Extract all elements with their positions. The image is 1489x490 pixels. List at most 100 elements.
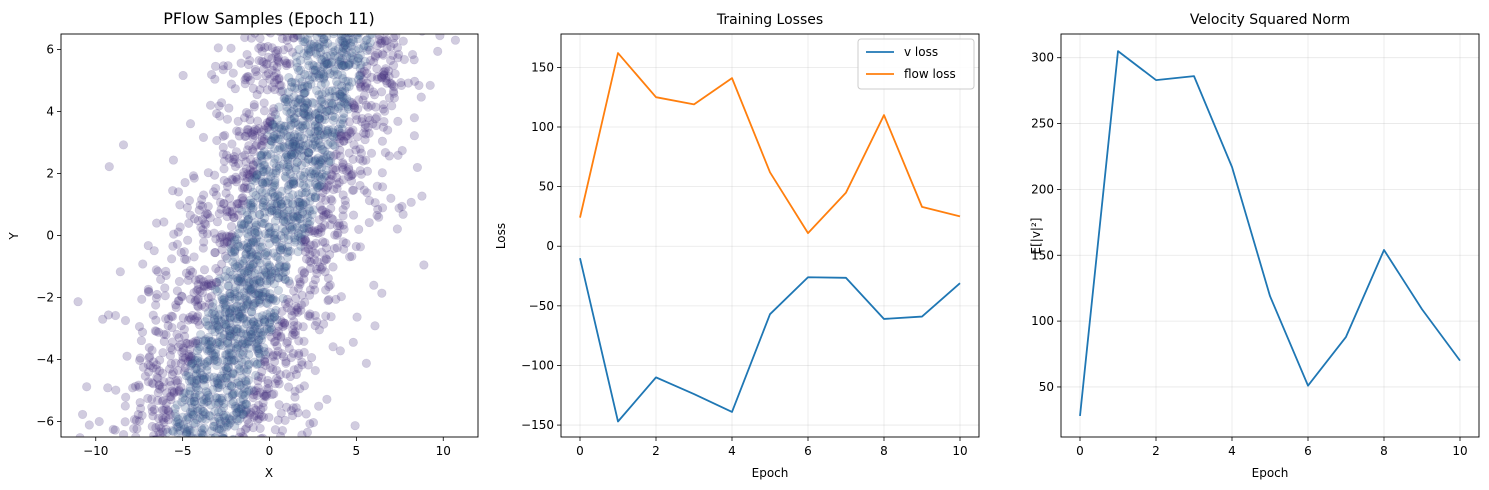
scatter-point	[321, 311, 331, 321]
scatter-point	[280, 171, 290, 181]
scatter-point	[243, 169, 253, 179]
scatter-point	[172, 329, 182, 339]
scatter-point	[252, 275, 262, 285]
scatter-point	[255, 210, 265, 220]
scatter-point	[253, 193, 264, 203]
scatter-point	[283, 198, 293, 208]
scatter-point	[244, 385, 254, 396]
scatter-point	[234, 309, 244, 319]
scatter-point	[190, 392, 201, 402]
scatter-point	[299, 88, 309, 98]
scatter-point	[185, 382, 195, 393]
scatter-point	[219, 164, 229, 174]
scatter-point	[381, 73, 391, 83]
scatter-point	[224, 325, 235, 335]
scatter-point	[155, 355, 165, 365]
scatter-point	[173, 342, 184, 352]
scatter-point	[313, 126, 323, 136]
scatter-point	[262, 292, 273, 302]
scatter-point	[236, 218, 246, 229]
scatter-point	[296, 198, 306, 208]
velocity-title: Velocity Squared Norm	[1190, 12, 1350, 28]
scatter-point	[144, 343, 154, 353]
scatter-point	[320, 267, 330, 277]
scatter-point	[253, 245, 263, 255]
scatter-point	[303, 45, 314, 55]
scatter-point	[379, 70, 389, 80]
scatter-point	[226, 221, 237, 232]
scatter-point	[289, 34, 299, 43]
scatter-point	[207, 302, 218, 312]
scatter-point	[310, 72, 320, 82]
scatter-point	[350, 421, 360, 431]
scatter-point	[240, 75, 250, 85]
scatter-point	[233, 116, 243, 126]
scatter-point	[248, 166, 259, 176]
scatter-y-tick-label: 0	[46, 229, 54, 243]
scatter-point	[213, 313, 223, 323]
scatter-point	[222, 212, 232, 222]
scatter-point	[180, 395, 190, 405]
scatter-point	[149, 430, 159, 437]
scatter-point	[161, 404, 171, 414]
scatter-point	[288, 99, 298, 109]
scatter-point	[269, 131, 279, 141]
scatter-point	[326, 203, 336, 214]
scatter-point	[326, 169, 336, 180]
scatter-point	[306, 352, 317, 363]
scatter-point	[110, 425, 120, 435]
scatter-point	[171, 376, 181, 386]
scatter-point	[242, 387, 252, 397]
scatter-point	[251, 222, 261, 232]
scatter-point	[283, 185, 293, 195]
scatter-point	[385, 78, 395, 88]
scatter-point	[276, 331, 286, 341]
scatter-point	[199, 439, 208, 448]
scatter-point	[225, 329, 235, 339]
scatter-point	[201, 219, 211, 230]
scatter-point	[336, 131, 347, 141]
scatter-point	[362, 188, 372, 198]
scatter-point	[84, 420, 94, 430]
scatter-point	[228, 368, 238, 378]
scatter-point	[222, 378, 232, 388]
scatter-point	[375, 38, 385, 48]
scatter-point	[103, 383, 113, 393]
scatter-point	[246, 269, 257, 279]
scatter-point	[297, 77, 307, 87]
scatter-point	[293, 34, 303, 41]
scatter-point	[255, 34, 265, 43]
scatter-point	[292, 102, 302, 113]
scatter-point	[314, 39, 324, 49]
scatter-point	[267, 272, 277, 282]
scatter-point	[362, 34, 372, 45]
scatter-point	[365, 56, 376, 66]
scatter-point	[158, 368, 168, 378]
scatter-point	[315, 262, 325, 272]
scatter-point	[370, 198, 380, 208]
scatter-point	[370, 50, 380, 61]
losses-y-ticks: −150 −100 −50 0 50 100 150	[521, 60, 561, 432]
scatter-point	[267, 313, 278, 323]
scatter-point	[232, 199, 242, 209]
scatter-point	[396, 78, 406, 88]
legend: v loss flow loss	[857, 38, 975, 90]
scatter-point	[259, 389, 269, 400]
scatter-point	[304, 219, 314, 229]
scatter-point	[218, 149, 228, 159]
scatter-point	[361, 358, 371, 368]
scatter-point	[213, 337, 223, 347]
scatter-point	[340, 195, 350, 206]
scatter-point	[216, 204, 226, 214]
scatter-point	[222, 370, 232, 380]
scatter-point	[338, 42, 348, 53]
scatter-point	[138, 259, 148, 269]
scatter-point	[234, 440, 243, 449]
scatter-point	[230, 338, 240, 348]
scatter-point	[251, 233, 262, 244]
scatter-point	[337, 70, 347, 80]
scatter-point	[190, 389, 200, 399]
scatter-point	[203, 339, 213, 350]
scatter-point	[319, 60, 329, 70]
scatter-point	[149, 246, 159, 256]
